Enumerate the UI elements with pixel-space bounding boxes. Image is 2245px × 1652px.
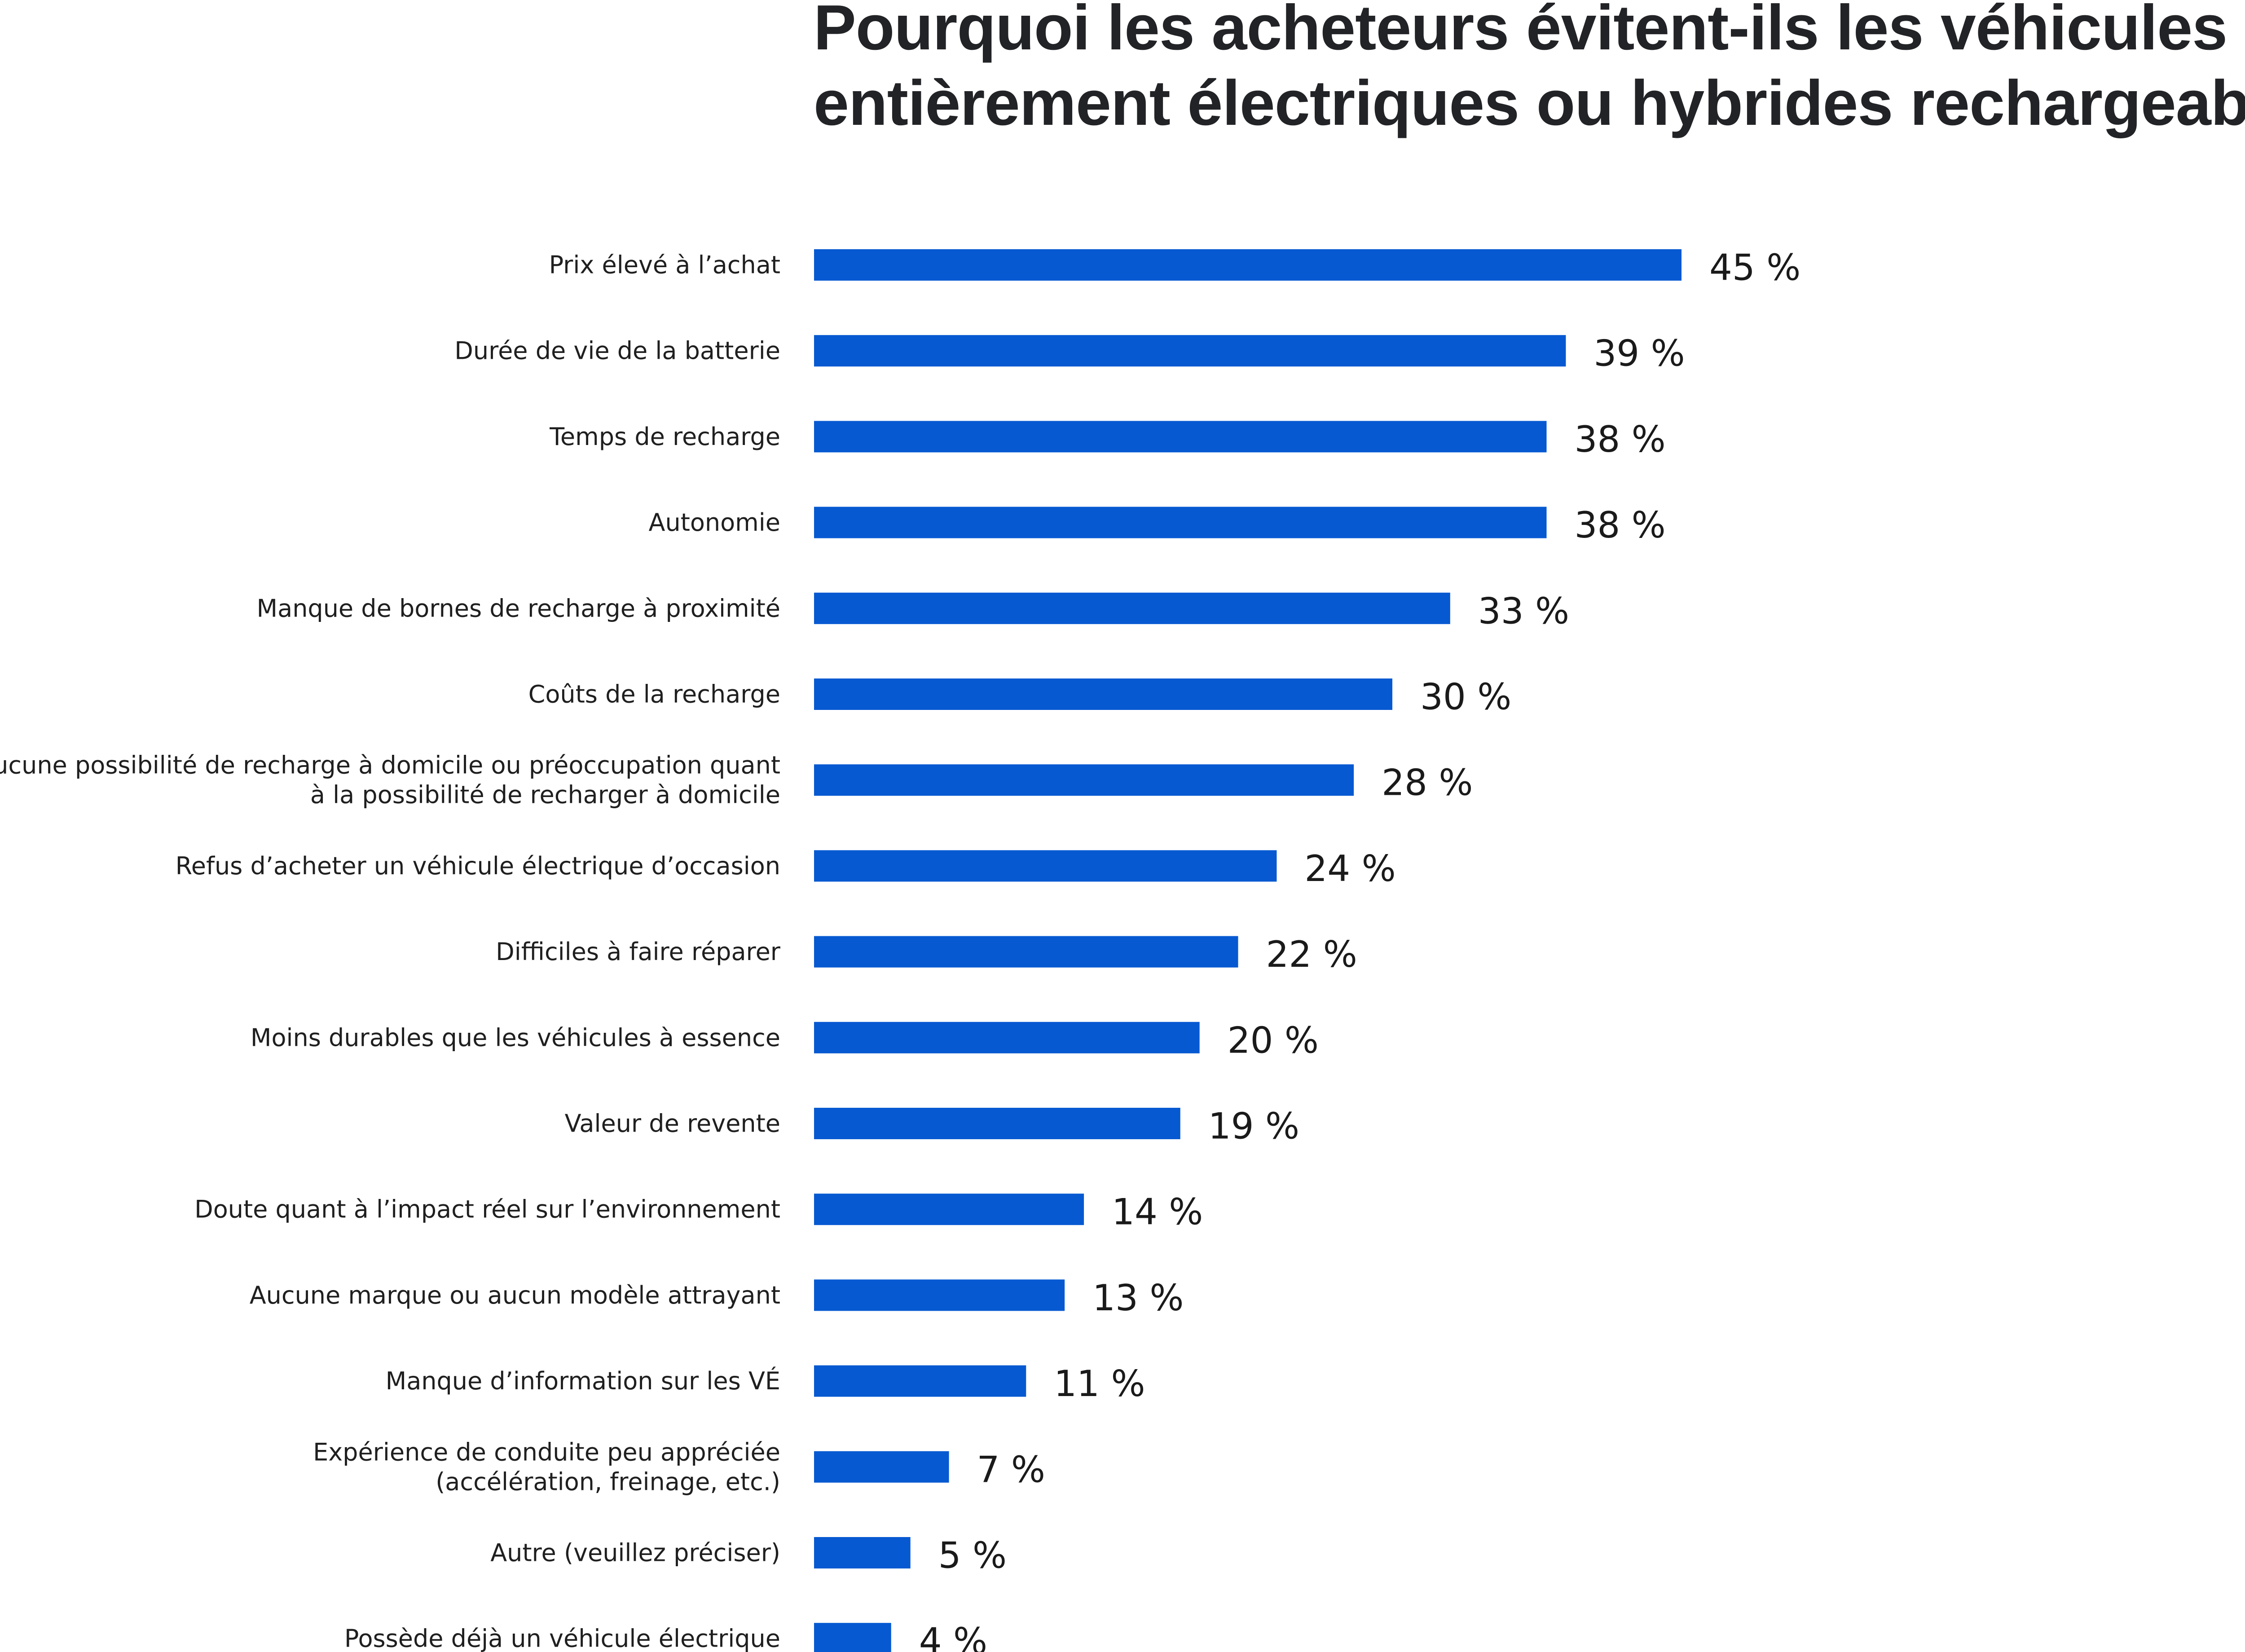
bar xyxy=(814,936,1238,968)
category-label: Difficiles à faire réparer xyxy=(496,938,781,966)
value-label: 13 % xyxy=(1092,1277,1184,1319)
category-label: Manque d’information sur les VÉ xyxy=(386,1367,780,1395)
category-label: Manque de bornes de recharge à proximité xyxy=(257,594,780,622)
value-label: 4 % xyxy=(919,1621,987,1652)
bar xyxy=(814,1194,1084,1225)
category-label: Aucune possibilité de recharge à domicil… xyxy=(0,751,780,780)
value-labels: 45 % 39 % 38 % 38 % 33 % 30 % 28 % 24 % 22 % 20 %… xyxy=(919,247,1801,1652)
bar xyxy=(814,507,1547,538)
category-label: Moins durables que les véhicules à essen… xyxy=(251,1023,780,1052)
value-label: 24 % xyxy=(1304,848,1395,890)
bar xyxy=(814,249,1682,281)
category-label: Expérience de conduite peu appréciée xyxy=(313,1438,780,1466)
category-label: (accélération, freinage, etc.) xyxy=(436,1467,780,1496)
bar xyxy=(814,1365,1026,1397)
value-label: 30 % xyxy=(1420,676,1511,718)
bar xyxy=(814,421,1547,453)
bar xyxy=(814,1623,891,1652)
category-label: Possède déjà un véhicule électrique xyxy=(344,1625,780,1652)
value-label: 5 % xyxy=(938,1535,1007,1577)
category-label: à la possibilité de recharger à domicile xyxy=(310,781,780,809)
bar xyxy=(814,678,1392,710)
chart-title: Pourquoi les acheteurs évitent-ils les v… xyxy=(814,0,2245,139)
value-label: 45 % xyxy=(1709,247,1800,289)
bar xyxy=(814,764,1354,796)
bar xyxy=(814,592,1450,624)
bar xyxy=(814,1108,1180,1139)
value-label: 7 % xyxy=(977,1449,1045,1490)
bar xyxy=(814,1451,949,1483)
value-label: 22 % xyxy=(1266,934,1357,975)
bar xyxy=(814,850,1277,882)
category-label: Autre (veuillez préciser) xyxy=(490,1539,780,1567)
bar xyxy=(814,1537,911,1568)
category-label: Doute quant à l’impact réel sur l’enviro… xyxy=(194,1195,780,1224)
category-label: Prix élevé à l’achat xyxy=(549,251,780,279)
value-label: 39 % xyxy=(1594,333,1685,374)
value-label: 11 % xyxy=(1054,1363,1145,1405)
category-label: Refus d’acheter un véhicule électrique d… xyxy=(176,852,780,880)
category-label: Temps de recharge xyxy=(549,423,780,451)
value-label: 38 % xyxy=(1574,419,1665,460)
value-label: 20 % xyxy=(1228,1019,1319,1061)
bars-group xyxy=(814,249,1682,1652)
value-label: 33 % xyxy=(1478,590,1569,632)
bar xyxy=(814,1022,1200,1053)
category-label: Valeur de revente xyxy=(565,1110,780,1138)
value-label: 19 % xyxy=(1208,1106,1299,1147)
category-label: Autonomie xyxy=(649,508,780,537)
category-labels: Prix élevé à l’achat Durée de vie de la b… xyxy=(0,251,781,1652)
bar xyxy=(814,335,1566,367)
category-label: Durée de vie de la batterie xyxy=(454,337,780,365)
category-label: Aucune marque ou aucun modèle attrayant xyxy=(250,1281,780,1309)
value-label: 38 % xyxy=(1574,504,1665,546)
value-label: 28 % xyxy=(1382,762,1473,804)
bar xyxy=(814,1279,1065,1311)
value-label: 14 % xyxy=(1112,1191,1203,1233)
category-label: Coûts de la recharge xyxy=(528,680,780,709)
